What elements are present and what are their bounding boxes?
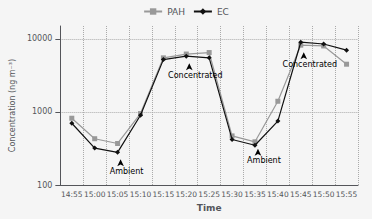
svg-text:EC: EC bbox=[217, 7, 229, 17]
svg-text:100: 100 bbox=[37, 181, 52, 190]
svg-text:15:10: 15:10 bbox=[130, 190, 152, 199]
svg-text:15:00: 15:00 bbox=[84, 190, 106, 199]
svg-text:15:05: 15:05 bbox=[107, 190, 129, 199]
svg-text:15:45: 15:45 bbox=[290, 190, 312, 199]
svg-text:Concentration (ng m⁻³): Concentration (ng m⁻³) bbox=[8, 59, 17, 152]
svg-text:Concentrated: Concentrated bbox=[283, 60, 337, 69]
svg-text:15:35: 15:35 bbox=[244, 190, 266, 199]
svg-text:15:20: 15:20 bbox=[175, 190, 197, 199]
svg-text:15:50: 15:50 bbox=[313, 190, 335, 199]
svg-text:15:15: 15:15 bbox=[153, 190, 175, 199]
svg-text:1000: 1000 bbox=[32, 107, 52, 116]
svg-text:10000: 10000 bbox=[27, 34, 52, 43]
svg-text:15:55: 15:55 bbox=[336, 190, 358, 199]
svg-text:15:30: 15:30 bbox=[221, 190, 243, 199]
svg-text:Ambient: Ambient bbox=[110, 167, 144, 176]
svg-text:Ambient: Ambient bbox=[247, 156, 281, 165]
svg-text:14:55: 14:55 bbox=[61, 190, 83, 199]
svg-text:15:25: 15:25 bbox=[198, 190, 220, 199]
svg-text:Time: Time bbox=[197, 203, 222, 213]
svg-text:PAH: PAH bbox=[167, 7, 185, 17]
svg-text:15:40: 15:40 bbox=[267, 190, 289, 199]
svg-text:Concentrated: Concentrated bbox=[168, 71, 222, 80]
